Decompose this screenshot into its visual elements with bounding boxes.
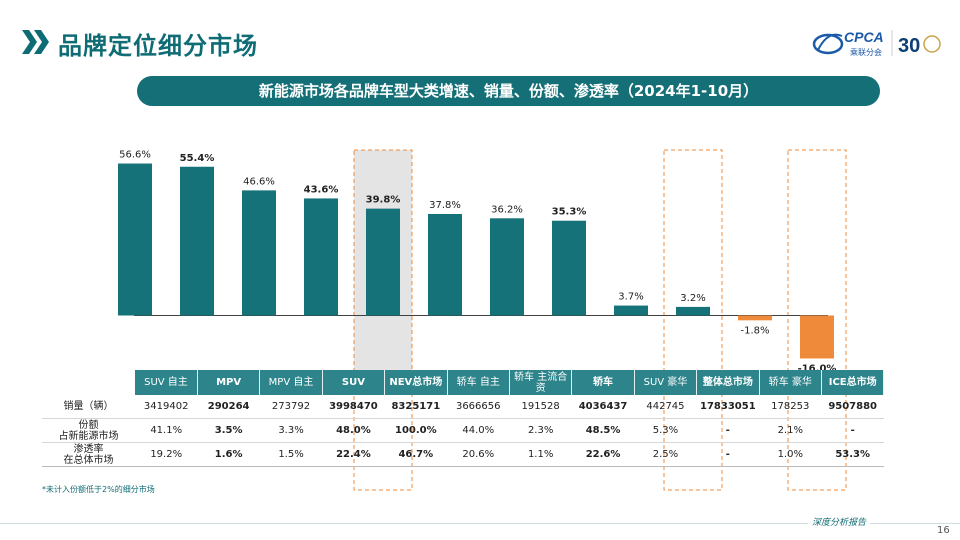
table-row: 渗透率 在总体市场 19.2% 1.6% 1.5% 22.4% 46.7% 20.6% 1.1…	[42, 442, 884, 467]
table-cell: 100.0%	[384, 418, 448, 443]
table-cell: 53.3%	[821, 442, 884, 467]
table-cell: 2.5%	[634, 442, 697, 467]
table-header-cell: 轿车 自主	[447, 370, 510, 395]
bar-8	[614, 305, 648, 316]
table-cell: 442745	[634, 395, 697, 419]
cpca-logo: CPCA 乘联分会 30	[812, 29, 941, 57]
double-chevron-icon	[22, 30, 49, 54]
bar-4	[366, 208, 400, 316]
table-cell: 191528	[509, 395, 572, 419]
table-header-cell: 轿车	[571, 370, 635, 395]
svg-text:乘联分会: 乘联分会	[850, 47, 882, 57]
table-row-label: 销量（辆）	[42, 395, 135, 419]
bar-7	[552, 220, 586, 316]
highlight-frame-11	[787, 149, 847, 491]
bar-label-5: 37.8%	[429, 200, 461, 211]
table-row-label: 份额 占新能源市场	[42, 418, 135, 443]
bar-label-9: 3.2%	[680, 293, 705, 304]
table-cell: 2.1%	[759, 418, 822, 443]
bar-label-8: 3.7%	[618, 292, 643, 303]
table-header-cell: NEV总市场	[384, 370, 448, 395]
table-cell: 178253	[759, 395, 822, 419]
table-cell: 273792	[259, 395, 323, 419]
page-number: 16	[937, 525, 950, 536]
table-header-cell: 轿车 豪华	[759, 370, 822, 395]
table-header-cell: MPV 自主	[259, 370, 323, 395]
table-cell: 1.1%	[509, 442, 572, 467]
table-cell: 22.6%	[571, 442, 635, 467]
table-cell: 3666656	[447, 395, 510, 419]
table-cell: 8325171	[384, 395, 448, 419]
table-cell: 19.2%	[135, 442, 198, 467]
highlight-frame-4	[353, 149, 413, 491]
table-cell: 22.4%	[322, 442, 385, 467]
table-cell: -	[821, 418, 884, 443]
bar-0	[118, 163, 152, 316]
table-header-cell: ICE总市场	[821, 370, 885, 395]
footer-divider	[0, 523, 960, 524]
svg-text:30: 30	[898, 35, 920, 57]
footnote: *未计入份额低于2%的细分市场	[42, 485, 155, 494]
bar-label-11: -16.0%	[798, 363, 837, 374]
table-header-cell: SUV	[322, 370, 386, 395]
bar-5	[428, 214, 462, 316]
table-cell: 9507880	[821, 395, 884, 419]
table-corner	[42, 370, 135, 395]
bar-2	[242, 190, 276, 316]
table-header-cell: 轿车 主流合资	[509, 370, 573, 395]
bar-6	[490, 218, 524, 316]
highlight-frame-9	[663, 149, 723, 491]
table-cell: 3998470	[322, 395, 385, 419]
table-cell: 1.5%	[259, 442, 323, 467]
table-cell: -	[696, 418, 760, 443]
bar-label-4: 39.8%	[366, 195, 401, 206]
table-row-label: 渗透率 在总体市场	[42, 442, 135, 467]
table-header-cell: MPV	[197, 370, 261, 395]
data-table: SUV 自主 MPV MPV 自主 SUV NEV总市场 轿车 自主 轿车 主流合资 轿车 SU…	[42, 370, 885, 467]
bar-3	[304, 198, 338, 316]
table-row: 销量（辆） 3419402 290264 273792 3998470 8325171 36…	[42, 395, 884, 419]
table-cell: 5.3%	[634, 418, 697, 443]
table-header-cell: 整体总市场	[696, 370, 760, 395]
bar-label-0: 56.6%	[119, 150, 151, 161]
table-cell: 17833051	[696, 395, 760, 419]
bar-9	[676, 306, 710, 316]
bar-label-1: 55.4%	[180, 153, 215, 164]
table-cell: 2.3%	[509, 418, 572, 443]
bar-label-10: -1.8%	[740, 325, 769, 336]
table-header-cell: SUV 豪华	[634, 370, 698, 395]
bar-1	[180, 166, 214, 316]
svg-text:CPCA: CPCA	[844, 29, 884, 45]
table-cell: 20.6%	[447, 442, 510, 467]
table-cell: 46.7%	[384, 442, 448, 467]
table-cell: 1.0%	[759, 442, 822, 467]
table-cell: 1.6%	[197, 442, 260, 467]
bar-label-3: 43.6%	[304, 184, 339, 195]
bar-11	[800, 315, 834, 359]
bar-label-7: 35.3%	[552, 207, 587, 218]
table-header-cell: SUV 自主	[135, 370, 198, 395]
table-header-row: SUV 自主 MPV MPV 自主 SUV NEV总市场 轿车 自主 轿车 主流合资 轿车 SU…	[42, 370, 885, 395]
table-row: 份额 占新能源市场 41.1% 3.5% 3.3% 48.0% 100.0% 44.0% 2.…	[42, 418, 884, 443]
table-cell: 3.5%	[197, 418, 260, 443]
table-cell: 290264	[197, 395, 260, 419]
table-cell: 4036437	[571, 395, 635, 419]
table-cell: 3.3%	[259, 418, 323, 443]
table-cell: 44.0%	[447, 418, 510, 443]
table-cell: 3419402	[135, 395, 198, 419]
bar-10	[738, 315, 772, 321]
table-cell: -	[696, 442, 760, 467]
table-cell: 48.5%	[571, 418, 635, 443]
page-title: 品牌定位细分市场	[58, 32, 258, 60]
bar-label-2: 46.6%	[243, 176, 275, 187]
table-cell: 48.0%	[322, 418, 385, 443]
table-cell: 41.1%	[135, 418, 198, 443]
footer-report-label: 深度分析报告	[808, 515, 871, 528]
chart-title-band: 新能源市场各品牌车型大类增速、销量、份额、渗透率（2024年1-10月）	[137, 76, 880, 106]
bar-label-6: 36.2%	[491, 204, 523, 215]
